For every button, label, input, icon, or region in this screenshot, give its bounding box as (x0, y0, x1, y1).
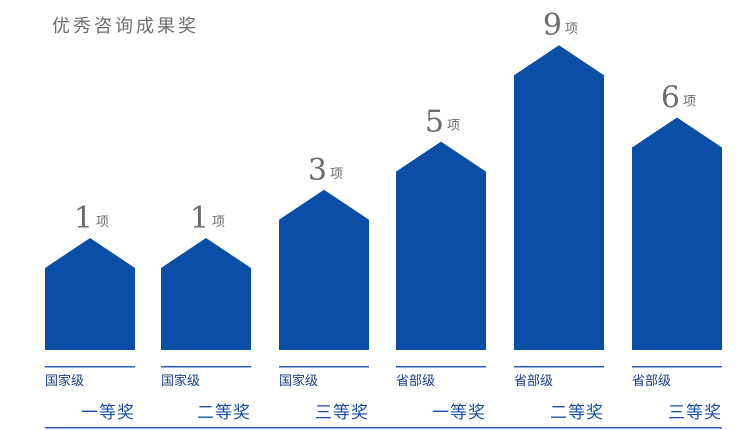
award-label-5: 二等奖 (550, 403, 604, 423)
award-label-4: 一等奖 (432, 403, 486, 423)
bar-rule-6 (632, 366, 722, 368)
level-label-3: 国家级 (279, 373, 318, 389)
bar-1 (45, 238, 135, 350)
level-label-1: 国家级 (45, 373, 84, 389)
chart-title: 优秀咨询成果奖 (52, 16, 199, 37)
bottom-rule (45, 427, 722, 429)
bar-rule-5 (514, 366, 604, 368)
value-label-3: 3 (308, 153, 327, 188)
unit-label-1: 项 (96, 215, 109, 230)
value-label-4: 5 (425, 105, 444, 140)
unit-label-2: 项 (212, 215, 225, 230)
award-label-1: 一等奖 (81, 403, 135, 423)
level-label-5: 省部级 (514, 374, 553, 389)
bar-rule-1 (45, 366, 135, 368)
bar-3 (279, 189, 369, 350)
value-label-1: 1 (74, 201, 93, 236)
unit-label-5: 项 (565, 22, 578, 37)
bar-rule-3 (279, 366, 369, 368)
value-label-6: 6 (661, 81, 680, 116)
award-label-6: 三等奖 (668, 403, 722, 423)
award-label-3: 三等奖 (315, 403, 369, 423)
value-label-5: 9 (543, 8, 562, 43)
bar-4 (396, 141, 486, 350)
level-label-4: 省部级 (396, 374, 435, 389)
bar-2 (161, 238, 251, 350)
value-label-2: 1 (190, 201, 209, 236)
bar-6 (632, 117, 722, 350)
bar-rule-4 (396, 366, 486, 368)
unit-label-3: 项 (330, 167, 343, 182)
level-label-6: 省部级 (632, 374, 671, 389)
level-label-2: 国家级 (161, 373, 200, 389)
unit-label-6: 项 (683, 95, 696, 110)
bar-5 (514, 45, 604, 350)
bar-rule-2 (161, 366, 251, 368)
award-label-2: 二等奖 (197, 403, 251, 423)
unit-label-4: 项 (447, 119, 460, 134)
